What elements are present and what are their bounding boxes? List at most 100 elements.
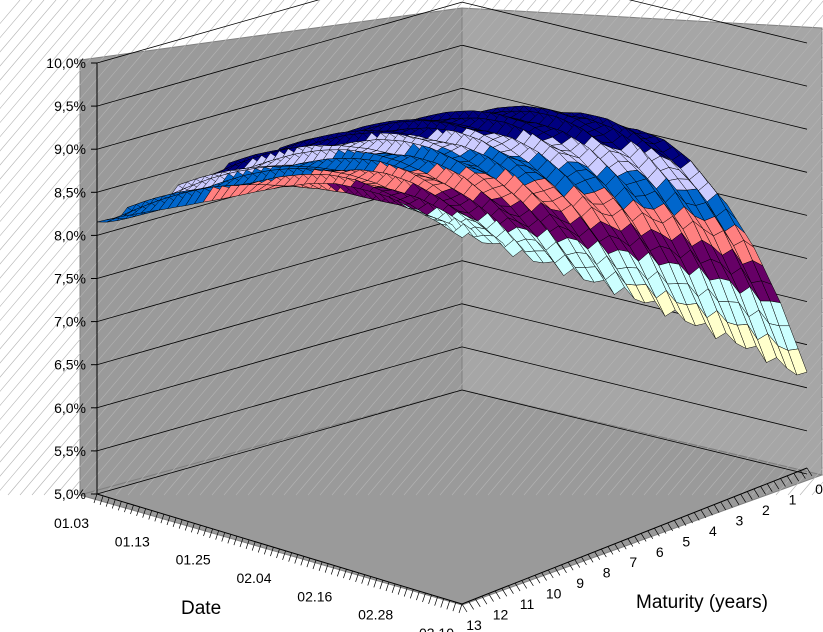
maturity-tick-mark [561, 564, 567, 573]
date-tick-mark [227, 534, 232, 544]
maturity-tick-label: 11 [520, 596, 535, 612]
date-tick-mark [330, 565, 335, 575]
date-tick-mark [99, 495, 104, 505]
hatch-line [679, 326, 823, 496]
date-tick-mark [251, 541, 256, 551]
hatch-line [0, 0, 249, 293]
hatch-line [0, 0, 393, 463]
left-wall-gridline [96, 1, 463, 107]
maturity-tick-mark [634, 535, 640, 545]
hatch-line [0, 0, 129, 152]
date-tick-mark [397, 585, 402, 595]
date-tick-mark [282, 550, 286, 560]
maturity-tick-label: 9 [576, 575, 584, 591]
hatch-line [727, 382, 823, 496]
x-axis-title: Date [181, 598, 221, 619]
z-tick-label: 9,0% [54, 141, 86, 157]
left-wall-gridline [96, 87, 463, 193]
hatch-line [571, 198, 823, 496]
hatch-line [0, 0, 177, 208]
date-tick-mark [105, 497, 110, 507]
hatch-line [0, 0, 45, 53]
date-tick-mark [111, 499, 116, 509]
maturity-tick-mark [468, 601, 474, 610]
hatch-line [0, 0, 57, 67]
hatch-line [271, 0, 693, 496]
hatch-line [223, 0, 645, 496]
hatch-line [7, 0, 429, 496]
date-tick-mark [288, 552, 292, 562]
date-tick-mark [367, 576, 372, 586]
hatch-line [259, 0, 681, 496]
hatch-line [199, 0, 621, 496]
maturity-tick-mark [554, 567, 561, 576]
date-tick-mark [312, 559, 317, 570]
left-wall-gridline [96, 346, 463, 452]
hatch-line [0, 0, 345, 406]
left-wall-gridline [96, 389, 463, 495]
maturity-tick-mark [773, 480, 780, 490]
hatch-line [0, 0, 81, 95]
maturity-tick-mark [740, 493, 746, 503]
date-tick-mark [184, 521, 189, 531]
date-tick-mark [422, 592, 426, 603]
z-tick-label: 6,5% [54, 357, 86, 373]
maturity-tick-mark [521, 580, 528, 589]
hatch-line [139, 0, 561, 496]
maturity-tick-mark [594, 551, 600, 560]
maturity-tick-mark [508, 585, 514, 594]
maturity-tick-mark [574, 559, 581, 568]
maturity-tick-mark [727, 499, 733, 508]
y-axis-title: Maturity (years) [636, 592, 768, 613]
hatch-line [643, 283, 823, 496]
date-tick-mark [93, 493, 98, 504]
hatch-line [0, 0, 357, 421]
maturity-tick-label: 7 [629, 554, 637, 570]
hatch-line [0, 0, 189, 223]
maturity-tick-mark [474, 598, 481, 607]
date-tick-mark [349, 570, 353, 581]
hatch-line [0, 0, 93, 109]
right-wall-gridline [461, 346, 808, 432]
maturity-tick-mark [614, 543, 620, 553]
date-tick-mark [136, 506, 140, 516]
maturity-tick-mark [620, 541, 627, 550]
z-tick-label: 8,5% [54, 184, 86, 200]
maturity-tick-mark [707, 507, 713, 516]
hatch-line [0, 0, 105, 124]
date-tick-mark [403, 587, 408, 597]
hatch-line [0, 0, 333, 392]
hatch-line [67, 0, 489, 496]
hatch-line [211, 0, 633, 496]
date-tick-label: 01.13 [115, 533, 150, 549]
hatch-line [103, 0, 525, 496]
left-wall-gridline [96, 0, 320, 64]
hatch-line [0, 0, 273, 322]
maturity-tick-mark [534, 575, 541, 584]
date-tick-label: 03.10 [419, 625, 454, 632]
maturity-tick-mark [567, 561, 574, 571]
date-tick-mark [385, 581, 390, 592]
maturity-tick-mark [547, 569, 554, 579]
hatch-line [0, 0, 213, 251]
date-tick-label: 01.03 [54, 515, 89, 531]
maturity-tick-label: 5 [682, 533, 690, 549]
date-tick-mark [178, 519, 183, 529]
maturity-tick-mark [541, 572, 547, 581]
hatch-line [0, 0, 165, 194]
date-tick-mark [245, 539, 250, 549]
floor [78, 389, 823, 606]
hatch-line [0, 0, 237, 279]
hatch-line [283, 0, 705, 496]
maturity-tick-mark [488, 593, 494, 602]
hatch-line [115, 0, 537, 496]
hatch-line [0, 0, 69, 81]
date-tick-mark [361, 574, 365, 584]
date-tick-mark [294, 554, 299, 564]
date-tick-mark [355, 572, 359, 582]
maturity-tick-mark [461, 603, 468, 613]
right-wall-gridline [461, 303, 808, 389]
z-tick-label: 7,5% [54, 271, 86, 287]
